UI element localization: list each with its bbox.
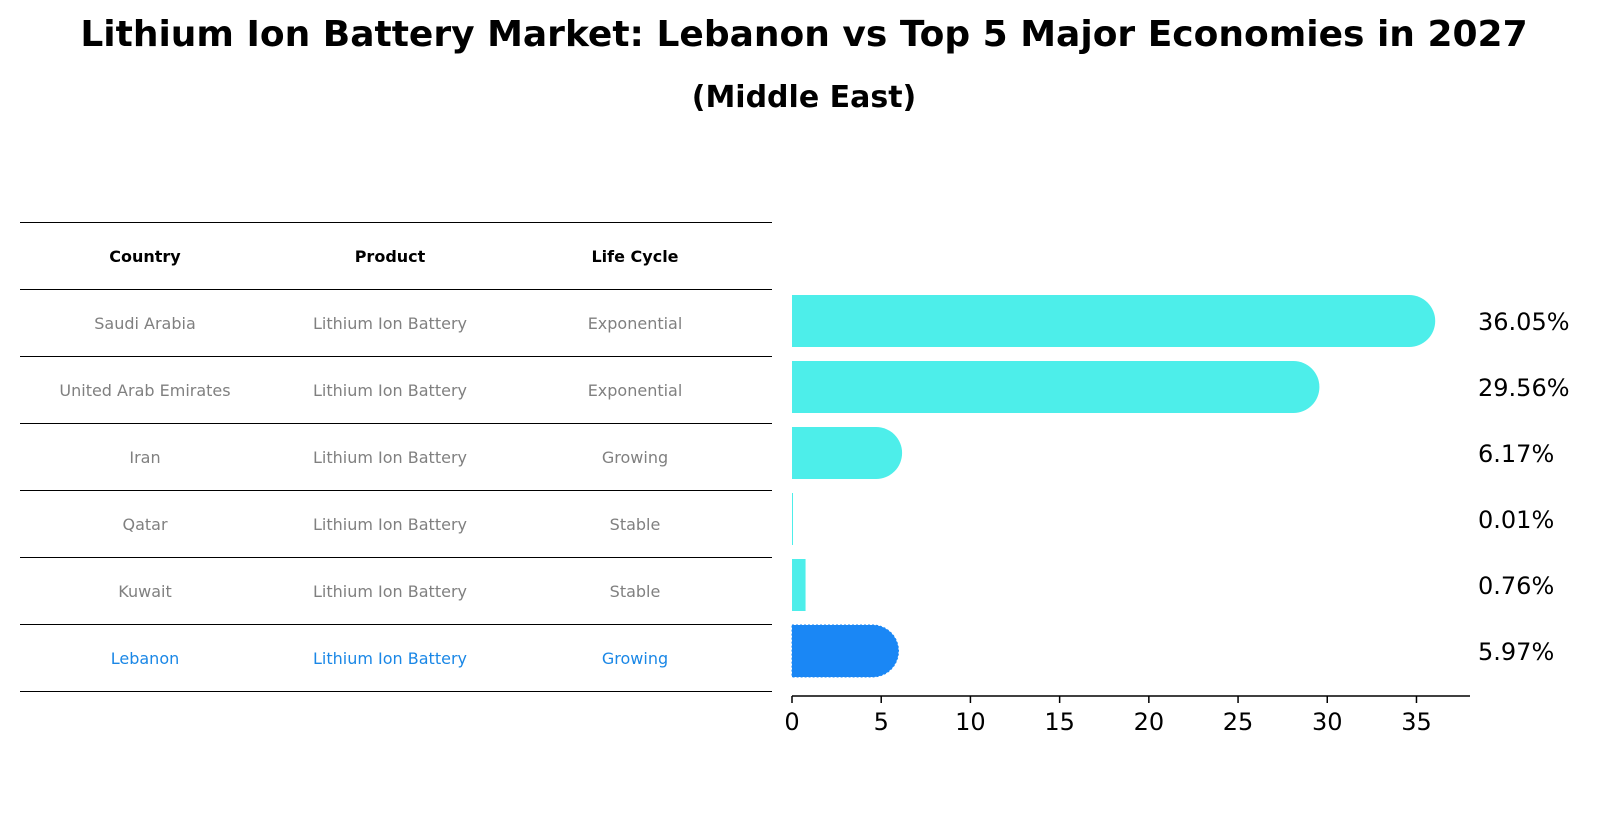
cell-life-cycle: Growing	[601, 447, 669, 467]
header-life-cycle: Life Cycle	[591, 246, 679, 266]
x-tick-label: 35	[1401, 708, 1432, 736]
x-tick-label: 20	[1134, 708, 1165, 736]
cell-country: Iran	[129, 447, 161, 467]
table-row: Saudi Arabia Lithium Ion Battery Exponen…	[20, 289, 772, 356]
cell-product: Lithium Ion Battery	[313, 581, 467, 601]
bar-qatar	[792, 493, 793, 545]
x-tick-label: 30	[1312, 708, 1343, 736]
cell-country: Lebanon	[110, 648, 180, 668]
cell-life-cycle: Exponential	[587, 380, 683, 400]
x-tick-label: 10	[955, 708, 986, 736]
cell-country: United Arab Emirates	[59, 380, 231, 400]
x-tick-label: 15	[1044, 708, 1075, 736]
bar-lebanon	[791, 624, 900, 678]
data-label: 5.97%	[1478, 638, 1554, 666]
data-label: 36.05%	[1478, 308, 1570, 336]
table-row: Kuwait Lithium Ion Battery Stable	[20, 557, 772, 624]
cell-product: Lithium Ion Battery	[313, 380, 467, 400]
table-row: United Arab Emirates Lithium Ion Battery…	[20, 356, 772, 423]
x-tick-label: 5	[874, 708, 889, 736]
cell-product: Lithium Ion Battery	[313, 447, 467, 467]
table-row: Iran Lithium Ion Battery Growing	[20, 423, 772, 490]
bar-saudi-arabia	[792, 295, 1436, 347]
header-country: Country	[109, 246, 181, 266]
cell-product: Lithium Ion Battery	[313, 648, 467, 668]
cell-life-cycle: Growing	[601, 648, 669, 668]
table-row: Qatar Lithium Ion Battery Stable	[20, 490, 772, 557]
cell-country: Kuwait	[118, 581, 172, 601]
bar-kuwait	[792, 559, 806, 611]
bar-united-arab-emirates	[792, 361, 1320, 413]
bar-iran	[792, 427, 903, 479]
cell-life-cycle: Stable	[609, 514, 661, 534]
data-label: 6.17%	[1478, 440, 1554, 468]
cell-life-cycle: Exponential	[587, 313, 683, 333]
data-label: 0.76%	[1478, 572, 1554, 600]
cell-country: Saudi Arabia	[94, 313, 196, 333]
header-product: Product	[354, 246, 426, 266]
chart-title: Lithium Ion Battery Market: Lebanon vs T…	[80, 14, 1528, 55]
table-row-highlighted: Lebanon Lithium Ion Battery Growing	[20, 624, 772, 692]
x-tick-label: 25	[1223, 708, 1254, 736]
data-label: 0.01%	[1478, 506, 1554, 534]
cell-life-cycle: Stable	[609, 581, 661, 601]
data-label: 29.56%	[1478, 374, 1570, 402]
data-table: Country Product Life Cycle Saudi Arabia …	[20, 222, 772, 692]
cell-product: Lithium Ion Battery	[313, 313, 467, 333]
chart-subtitle: (Middle East)	[691, 80, 917, 115]
cell-product: Lithium Ion Battery	[313, 514, 467, 534]
x-tick-label: 0	[784, 708, 799, 736]
table-header-row: Country Product Life Cycle	[20, 222, 772, 289]
cell-country: Qatar	[122, 514, 168, 534]
